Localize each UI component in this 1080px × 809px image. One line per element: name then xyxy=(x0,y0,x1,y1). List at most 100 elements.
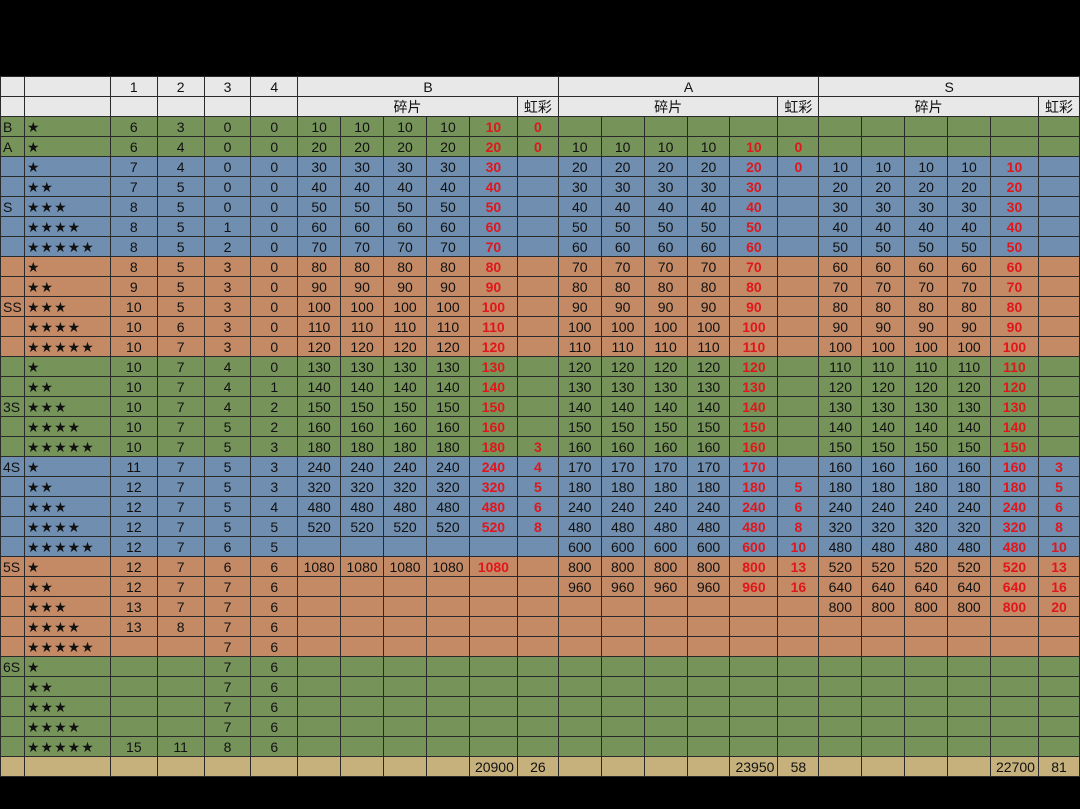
shard-cell[interactable]: 90 xyxy=(383,276,427,297)
count-cell-1[interactable] xyxy=(109,696,158,717)
shard-cell[interactable] xyxy=(947,676,991,697)
shard-total-cell[interactable]: 90 xyxy=(729,296,779,317)
shard-cell[interactable]: 100 xyxy=(297,296,342,317)
shard-total-cell[interactable]: 960 xyxy=(729,576,779,597)
shard-cell[interactable]: 120 xyxy=(686,356,731,377)
shard-cell[interactable]: 160 xyxy=(557,436,602,457)
shard-total-cell[interactable]: 90 xyxy=(989,316,1039,337)
stars-cell[interactable]: ★★ xyxy=(23,476,111,497)
shard-cell[interactable] xyxy=(686,736,731,757)
shard-total-cell[interactable]: 120 xyxy=(468,336,518,357)
rainbow-cell[interactable] xyxy=(777,336,820,357)
count-cell-3[interactable]: 5 xyxy=(203,456,252,477)
shard-cell[interactable]: 150 xyxy=(600,416,645,437)
shard-cell[interactable] xyxy=(643,676,688,697)
count-cell-2[interactable]: 5 xyxy=(156,196,205,217)
shard-cell[interactable] xyxy=(861,656,906,677)
shard-header-b[interactable]: 碎片 xyxy=(297,96,518,117)
shard-cell[interactable] xyxy=(383,636,427,657)
count-cell-3[interactable]: 5 xyxy=(203,516,252,537)
stars-cell[interactable]: ★★★ xyxy=(23,296,111,317)
shard-total-cell[interactable]: 800 xyxy=(729,556,779,577)
grade-cell[interactable] xyxy=(0,216,25,237)
count-cell-3[interactable]: 7 xyxy=(203,696,252,717)
shard-cell[interactable]: 40 xyxy=(861,216,906,237)
shard-cell[interactable]: 160 xyxy=(383,416,427,437)
shard-cell[interactable] xyxy=(904,116,949,137)
count-cell-4[interactable]: 0 xyxy=(250,296,299,317)
shard-cell[interactable]: 240 xyxy=(686,496,731,517)
shard-cell[interactable]: 90 xyxy=(557,296,602,317)
grade-cell[interactable] xyxy=(0,536,25,557)
shard-cell[interactable]: 10 xyxy=(686,136,731,157)
shard-cell[interactable]: 800 xyxy=(818,596,863,617)
shard-cell[interactable]: 90 xyxy=(297,276,342,297)
shard-cell[interactable]: 150 xyxy=(947,436,991,457)
rainbow-cell[interactable] xyxy=(777,636,820,657)
count-cell-3[interactable]: 7 xyxy=(203,716,252,737)
shard-cell[interactable]: 960 xyxy=(600,576,645,597)
shard-total-cell[interactable]: 520 xyxy=(989,556,1039,577)
shard-cell[interactable]: 10 xyxy=(904,156,949,177)
stars-cell[interactable]: ★ xyxy=(23,356,111,377)
group-header-s[interactable]: S xyxy=(818,76,1080,97)
shard-cell[interactable]: 90 xyxy=(947,316,991,337)
shard-total-cell[interactable] xyxy=(468,736,518,757)
rainbow-cell[interactable] xyxy=(516,316,559,337)
count-cell-3[interactable]: 0 xyxy=(203,116,252,137)
grade-cell[interactable]: 5S xyxy=(0,556,25,577)
stars-cell[interactable]: ★★★★★ xyxy=(23,436,111,457)
rainbow-cell[interactable] xyxy=(777,116,820,137)
shard-cell[interactable]: 120 xyxy=(600,356,645,377)
count-cell-2[interactable]: 7 xyxy=(156,576,205,597)
shard-cell[interactable]: 960 xyxy=(686,576,731,597)
shard-cell[interactable]: 100 xyxy=(340,296,385,317)
shard-cell[interactable]: 40 xyxy=(297,176,342,197)
shard-total-cell[interactable]: 150 xyxy=(989,436,1039,457)
shard-cell[interactable]: 480 xyxy=(904,536,949,557)
shard-cell[interactable] xyxy=(383,736,427,757)
shard-total-cell[interactable] xyxy=(989,636,1039,657)
shard-total-cell[interactable]: 20 xyxy=(989,176,1039,197)
shard-cell[interactable]: 170 xyxy=(643,456,688,477)
shard-total-cell[interactable]: 1080 xyxy=(468,556,518,577)
shard-cell[interactable] xyxy=(818,136,863,157)
shard-cell[interactable]: 100 xyxy=(861,336,906,357)
rainbow-cell[interactable]: 8 xyxy=(777,516,820,537)
shard-cell[interactable] xyxy=(686,636,731,657)
rainbow-cell[interactable] xyxy=(1037,196,1080,217)
shard-cell[interactable]: 160 xyxy=(904,456,949,477)
shard-cell[interactable] xyxy=(383,696,427,717)
shard-cell[interactable]: 50 xyxy=(383,196,427,217)
shard-total-cell[interactable]: 70 xyxy=(729,256,779,277)
rainbow-cell[interactable] xyxy=(1037,296,1080,317)
shard-cell[interactable]: 50 xyxy=(557,216,602,237)
shard-cell[interactable]: 50 xyxy=(600,216,645,237)
shard-total-cell[interactable]: 110 xyxy=(989,356,1039,377)
shard-cell[interactable]: 180 xyxy=(818,476,863,497)
shard-cell[interactable] xyxy=(557,596,602,617)
shard-cell[interactable] xyxy=(425,636,470,657)
shard-cell[interactable]: 110 xyxy=(904,356,949,377)
shard-total-cell[interactable]: 90 xyxy=(468,276,518,297)
totals-blank[interactable] xyxy=(0,756,25,777)
shard-cell[interactable]: 110 xyxy=(557,336,602,357)
shard-cell[interactable] xyxy=(947,736,991,757)
count-cell-2[interactable]: 7 xyxy=(156,556,205,577)
rainbow-header-b[interactable]: 虹彩 xyxy=(516,96,559,117)
count-cell-2[interactable]: 5 xyxy=(156,276,205,297)
shard-cell[interactable]: 240 xyxy=(297,456,342,477)
shard-cell[interactable] xyxy=(947,656,991,677)
shard-total-cell[interactable]: 50 xyxy=(989,236,1039,257)
shard-cell[interactable]: 160 xyxy=(297,416,342,437)
count-cell-1[interactable] xyxy=(109,656,158,677)
shard-total-cell[interactable]: 120 xyxy=(989,376,1039,397)
totals-blank[interactable] xyxy=(156,756,205,777)
count-cell-3[interactable]: 7 xyxy=(203,676,252,697)
count-cell-4[interactable]: 0 xyxy=(250,116,299,137)
count-cell-1[interactable]: 8 xyxy=(109,216,158,237)
grade-cell[interactable] xyxy=(0,736,25,757)
stars-cell[interactable]: ★ xyxy=(23,136,111,157)
shard-cell[interactable]: 80 xyxy=(297,256,342,277)
shard-cell[interactable]: 320 xyxy=(340,476,385,497)
